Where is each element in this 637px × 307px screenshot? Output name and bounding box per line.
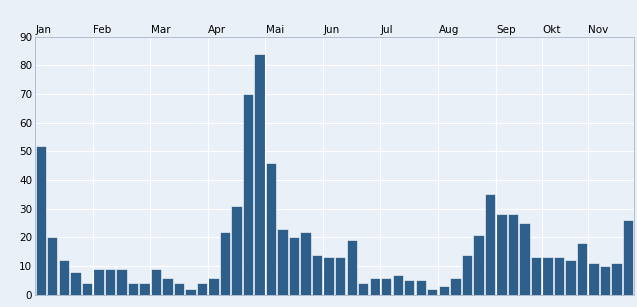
Bar xyxy=(612,263,622,295)
Bar xyxy=(289,237,299,295)
Bar xyxy=(36,146,46,295)
Bar xyxy=(243,94,254,295)
Bar xyxy=(208,278,218,295)
Bar xyxy=(600,266,610,295)
Bar xyxy=(415,280,426,295)
Bar xyxy=(335,258,345,295)
Bar xyxy=(450,278,461,295)
Bar xyxy=(301,232,311,295)
Bar xyxy=(254,54,265,295)
Bar xyxy=(577,243,587,295)
Bar xyxy=(439,286,449,295)
Bar xyxy=(140,283,150,295)
Bar xyxy=(508,215,518,295)
Bar xyxy=(116,269,127,295)
Bar xyxy=(82,283,92,295)
Bar xyxy=(220,232,230,295)
Bar xyxy=(266,163,276,295)
Bar xyxy=(554,258,564,295)
Bar xyxy=(47,237,57,295)
Bar xyxy=(473,235,483,295)
Bar xyxy=(427,289,438,295)
Bar xyxy=(369,278,380,295)
Bar xyxy=(519,223,529,295)
Bar xyxy=(623,220,633,295)
Bar xyxy=(70,272,80,295)
Bar xyxy=(197,283,207,295)
Bar xyxy=(324,258,334,295)
Bar xyxy=(312,255,322,295)
Bar xyxy=(392,275,403,295)
Bar xyxy=(93,269,104,295)
Bar xyxy=(347,240,357,295)
Bar xyxy=(128,283,138,295)
Bar xyxy=(185,289,196,295)
Bar xyxy=(231,206,241,295)
Bar xyxy=(151,269,161,295)
Bar xyxy=(174,283,184,295)
Bar xyxy=(278,229,288,295)
Bar xyxy=(358,283,368,295)
Bar xyxy=(59,260,69,295)
Bar xyxy=(542,258,553,295)
Bar xyxy=(462,255,472,295)
Bar xyxy=(381,278,391,295)
Bar xyxy=(531,258,541,295)
Bar xyxy=(589,263,599,295)
Bar xyxy=(404,280,415,295)
Bar xyxy=(162,278,173,295)
Bar xyxy=(485,194,495,295)
Bar xyxy=(565,260,576,295)
Bar xyxy=(496,215,506,295)
Bar xyxy=(104,269,115,295)
